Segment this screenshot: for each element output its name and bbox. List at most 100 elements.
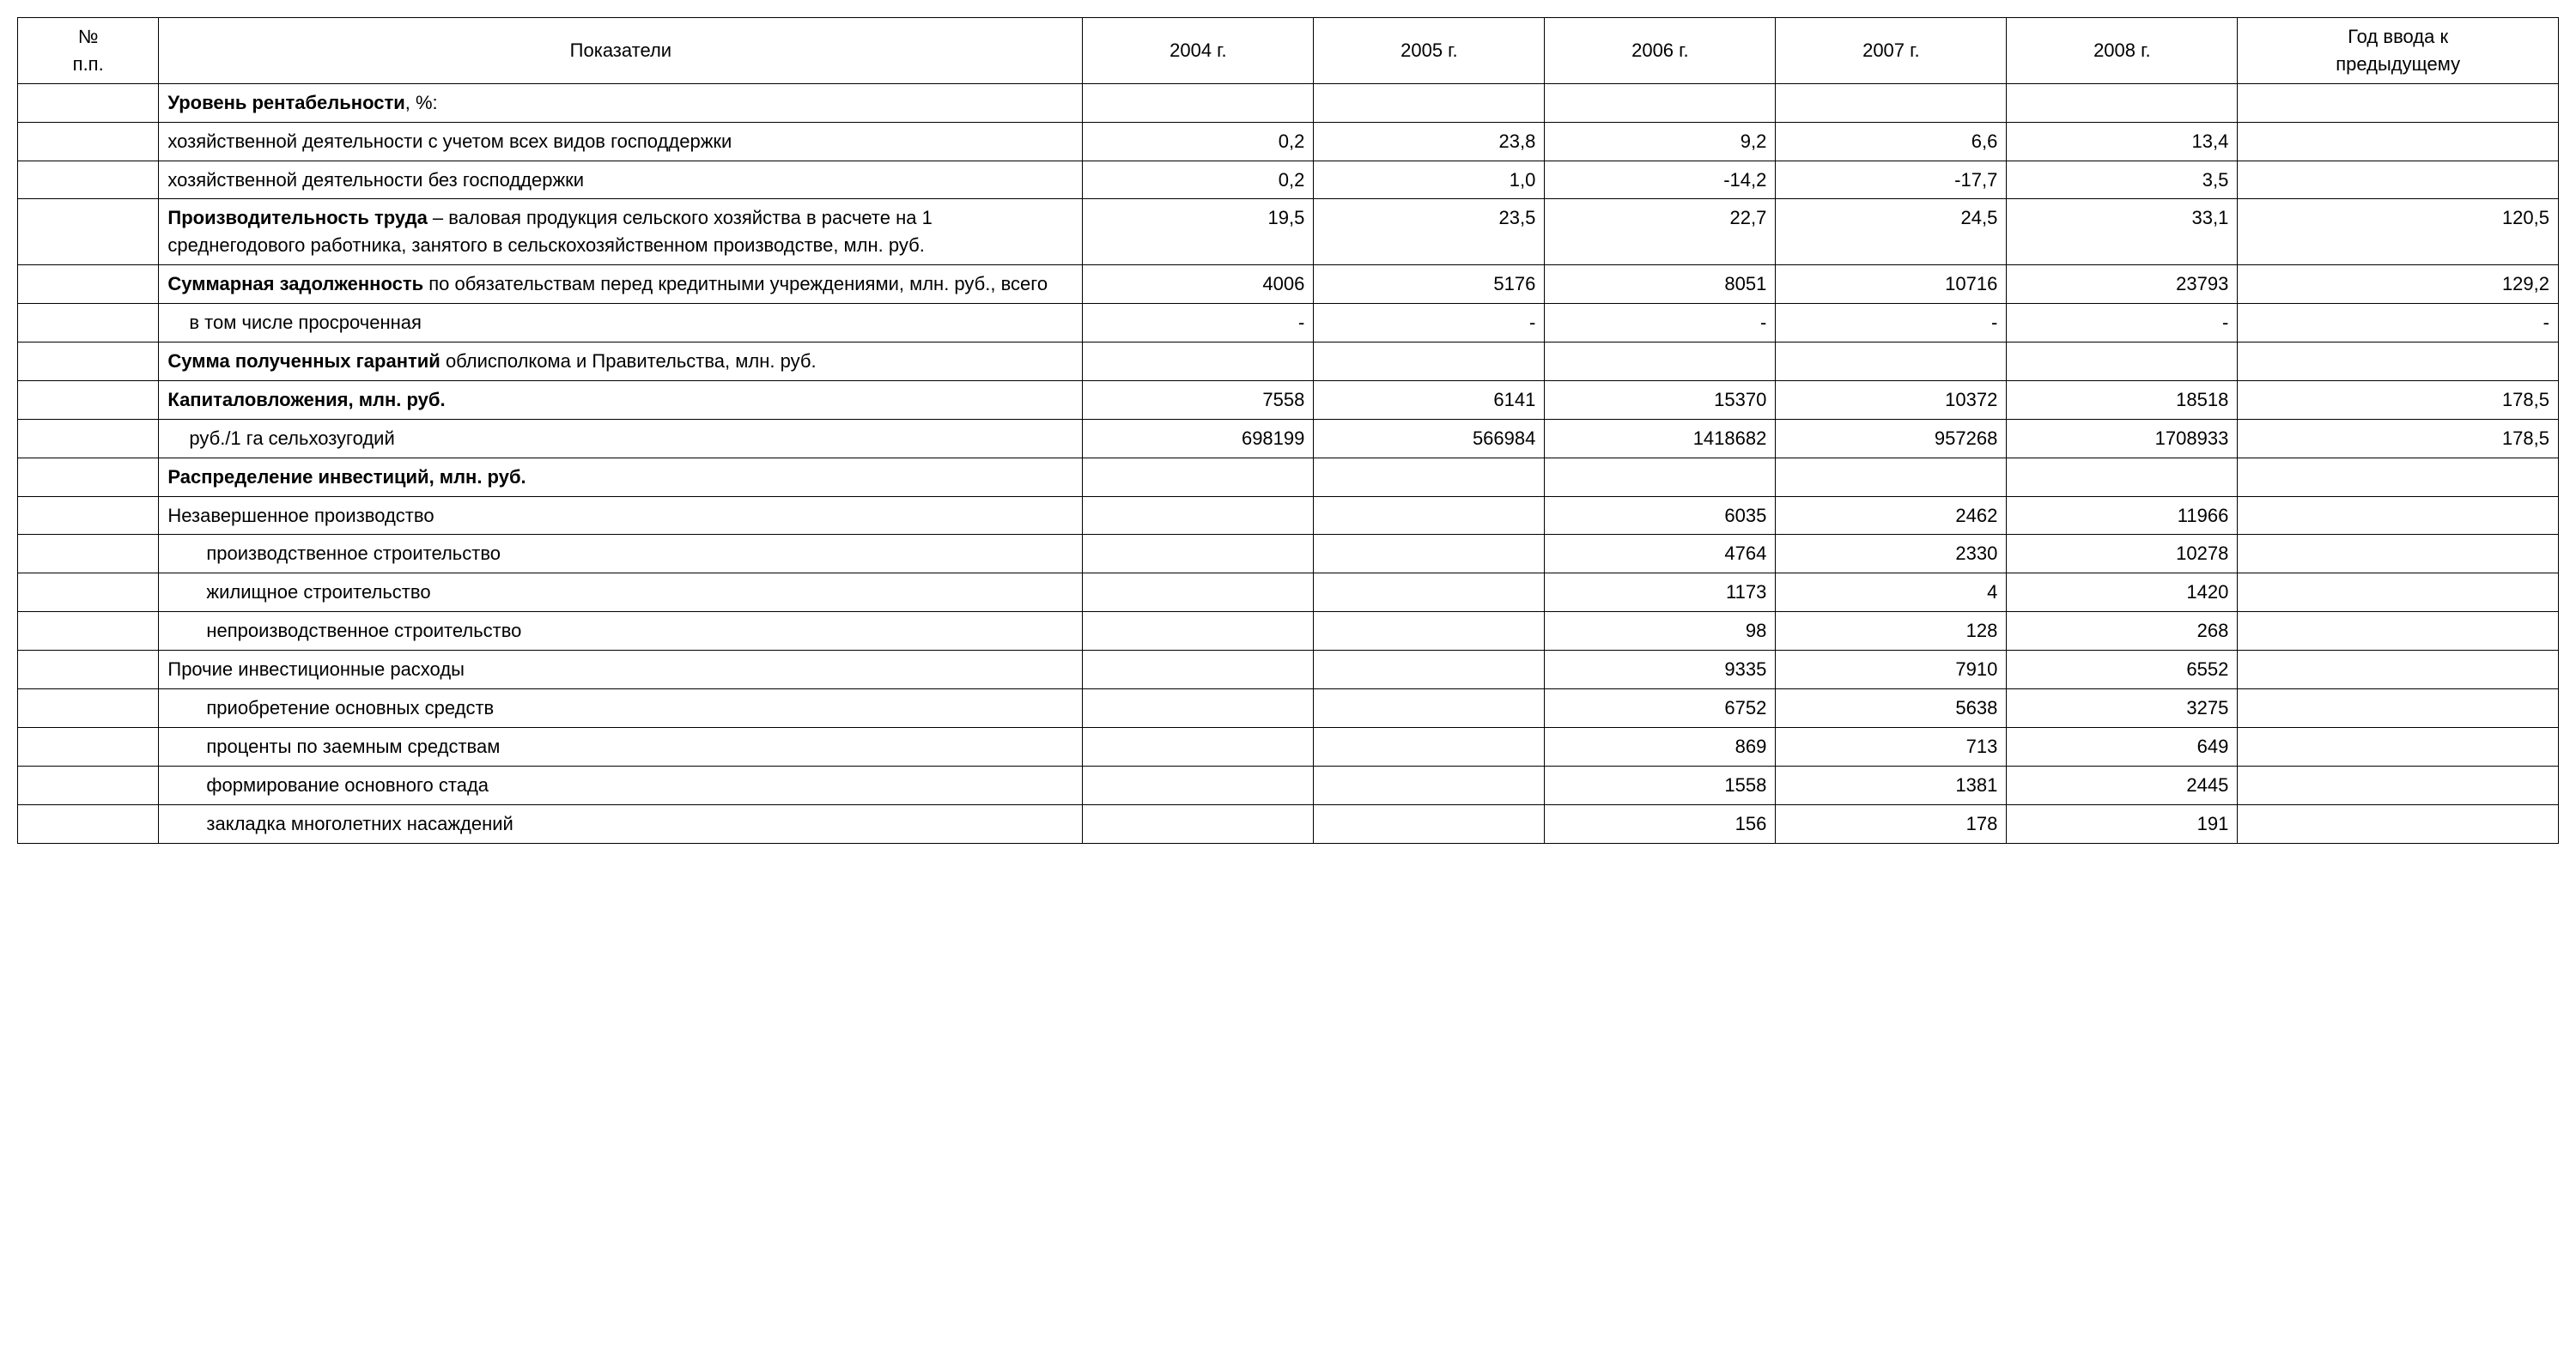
indicator-text: закладка многолетних насаждений (206, 813, 513, 834)
row-number-cell (18, 83, 159, 122)
indicator-text: Прочие инвестиционные расходы (167, 658, 465, 680)
col-header-year-intro-line1: Год ввода к (2348, 26, 2448, 47)
value-cell: 8051 (1545, 265, 1776, 304)
table-row: хозяйственной деятельности с учетом всех… (18, 122, 2559, 161)
table-row: приобретение основных средств67525638327… (18, 689, 2559, 728)
row-number-cell (18, 535, 159, 573)
value-cell: 4006 (1083, 265, 1314, 304)
value-cell (2238, 343, 2559, 381)
table-row: Сумма полученных гарантий облисполкома и… (18, 343, 2559, 381)
indicator-bold-text: Уровень рентабельности (167, 92, 404, 113)
table-row: в том числе просроченная------ (18, 304, 2559, 343)
value-cell: 178 (1776, 804, 2007, 843)
value-cell: -14,2 (1545, 161, 1776, 199)
indicator-cell: непроизводственное строительство (159, 612, 1083, 651)
economic-indicators-table: № п.п. Показатели 2004 г. 2005 г. 2006 г… (17, 17, 2559, 844)
row-number-cell (18, 766, 159, 804)
value-cell: 15370 (1545, 380, 1776, 419)
value-cell: 11966 (2007, 496, 2238, 535)
value-cell: 23793 (2007, 265, 2238, 304)
indicator-text: хозяйственной деятельности без господдер… (167, 169, 584, 191)
table-row: непроизводственное строительство98128268 (18, 612, 2559, 651)
value-cell: 1418682 (1545, 419, 1776, 458)
value-cell: - (2007, 304, 2238, 343)
col-header-number-line1: № (78, 26, 99, 47)
indicator-cell: Прочие инвестиционные расходы (159, 651, 1083, 689)
value-cell: 1173 (1545, 573, 1776, 612)
col-header-number: № п.п. (18, 18, 159, 84)
row-number-cell (18, 380, 159, 419)
table-row: жилищное строительство117341420 (18, 573, 2559, 612)
table-row: закладка многолетних насаждений156178191 (18, 804, 2559, 843)
indicator-cell: Производительность труда – валовая проду… (159, 199, 1083, 265)
col-header-number-line2: п.п. (73, 53, 104, 75)
row-number-cell (18, 343, 159, 381)
row-number-cell (18, 122, 159, 161)
indicator-cell: жилищное строительство (159, 573, 1083, 612)
value-cell: 10716 (1776, 265, 2007, 304)
value-cell (1314, 651, 1545, 689)
value-cell (2238, 161, 2559, 199)
value-cell: 6752 (1545, 689, 1776, 728)
value-cell: 1,0 (1314, 161, 1545, 199)
value-cell: 18518 (2007, 380, 2238, 419)
value-cell: 156 (1545, 804, 1776, 843)
indicator-text: проценты по заемным средствам (206, 736, 500, 757)
value-cell: 23,8 (1314, 122, 1545, 161)
value-cell: 19,5 (1083, 199, 1314, 265)
value-cell: 713 (1776, 727, 2007, 766)
value-cell: - (1545, 304, 1776, 343)
value-cell (2238, 689, 2559, 728)
value-cell (1314, 727, 1545, 766)
indicator-cell: производственное строительство (159, 535, 1083, 573)
row-number-cell (18, 804, 159, 843)
table-row: Суммарная задолженность по обязательства… (18, 265, 2559, 304)
value-cell: - (1776, 304, 2007, 343)
value-cell (1083, 83, 1314, 122)
value-cell (1545, 458, 1776, 496)
value-cell: 649 (2007, 727, 2238, 766)
value-cell (1314, 573, 1545, 612)
value-cell: 1381 (1776, 766, 2007, 804)
col-header-2005: 2005 г. (1314, 18, 1545, 84)
indicator-bold-text: Сумма полученных гарантий (167, 350, 440, 372)
value-cell: - (1314, 304, 1545, 343)
col-header-indicator: Показатели (159, 18, 1083, 84)
value-cell: 178,5 (2238, 419, 2559, 458)
indicator-text: приобретение основных средств (206, 697, 494, 718)
value-cell (1083, 689, 1314, 728)
value-cell: 957268 (1776, 419, 2007, 458)
indicator-cell: хозяйственной деятельности без господдер… (159, 161, 1083, 199)
value-cell (1083, 458, 1314, 496)
value-cell: 178,5 (2238, 380, 2559, 419)
value-cell (1314, 496, 1545, 535)
value-cell: 98 (1545, 612, 1776, 651)
value-cell: 7558 (1083, 380, 1314, 419)
value-cell (2238, 83, 2559, 122)
indicator-text: производственное строительство (206, 543, 501, 564)
value-cell: 129,2 (2238, 265, 2559, 304)
value-cell (1083, 535, 1314, 573)
table-row: руб./1 га сельхозугодий69819956698414186… (18, 419, 2559, 458)
table-row: Прочие инвестиционные расходы93357910655… (18, 651, 2559, 689)
value-cell: 13,4 (2007, 122, 2238, 161)
value-cell (1083, 651, 1314, 689)
row-number-cell (18, 651, 159, 689)
value-cell (1083, 766, 1314, 804)
col-header-2004: 2004 г. (1083, 18, 1314, 84)
value-cell (1776, 458, 2007, 496)
indicator-text: руб./1 га сельхозугодий (189, 427, 394, 449)
indicator-text: формирование основного стада (206, 774, 489, 796)
value-cell (1545, 343, 1776, 381)
value-cell: 22,7 (1545, 199, 1776, 265)
value-cell (2238, 496, 2559, 535)
indicator-cell: в том числе просроченная (159, 304, 1083, 343)
value-cell: 10372 (1776, 380, 2007, 419)
value-cell: 9335 (1545, 651, 1776, 689)
col-header-year-intro-line2: предыдущему (2336, 53, 2460, 75)
row-number-cell (18, 304, 159, 343)
value-cell (2007, 458, 2238, 496)
value-cell: 268 (2007, 612, 2238, 651)
value-cell (1083, 727, 1314, 766)
indicator-text: непроизводственное строительство (206, 620, 521, 641)
